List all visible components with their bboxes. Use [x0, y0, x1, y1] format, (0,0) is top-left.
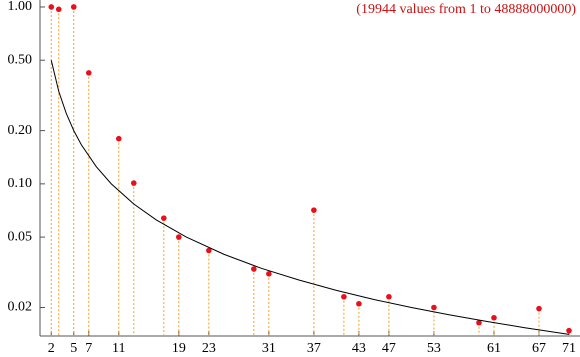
- point: [341, 293, 347, 300]
- point: [115, 135, 122, 142]
- point: [55, 6, 62, 13]
- y-tick-label: 0.02: [8, 300, 33, 315]
- x-tick-label: 2: [48, 341, 55, 356]
- y-tick-label: 0.20: [8, 123, 33, 138]
- point: [161, 215, 167, 221]
- point: [536, 305, 542, 312]
- x-tick-label: 11: [112, 341, 125, 356]
- x-tick-label: 61: [487, 341, 501, 356]
- point: [431, 304, 437, 311]
- x-tick-label: 7: [85, 341, 92, 356]
- point: [48, 4, 55, 10]
- point: [70, 4, 77, 10]
- x-tick-label: 37: [307, 341, 321, 356]
- x-tick-label: 43: [352, 341, 366, 356]
- y-tick-label: 1.00: [8, 0, 33, 14]
- y-tick-label: 0.10: [8, 176, 33, 191]
- y-tick-label: 0.50: [8, 52, 33, 67]
- point: [356, 300, 362, 307]
- curve: [50, 60, 570, 335]
- point: [176, 234, 182, 240]
- x-tick-label: 53: [427, 341, 441, 356]
- point: [476, 319, 482, 326]
- y-tick-label: 0.05: [8, 229, 33, 244]
- point: [311, 207, 317, 213]
- point: [206, 247, 212, 254]
- x-tick-label: 71: [562, 341, 576, 356]
- point: [566, 327, 572, 334]
- point: [130, 180, 137, 186]
- point: [85, 70, 92, 76]
- x-tick-label: 5: [70, 341, 77, 356]
- x-tick-label: 19: [172, 341, 186, 356]
- x-tick-label: 67: [532, 341, 546, 356]
- annotation: (19944 values from 1 to 48888000000): [356, 2, 576, 17]
- x-tick-label: 47: [382, 341, 396, 356]
- point: [251, 266, 257, 272]
- point: [491, 314, 497, 321]
- point: [266, 271, 272, 277]
- x-tick-label: 31: [262, 341, 276, 356]
- x-tick-label: 23: [202, 341, 216, 356]
- point: [386, 293, 392, 300]
